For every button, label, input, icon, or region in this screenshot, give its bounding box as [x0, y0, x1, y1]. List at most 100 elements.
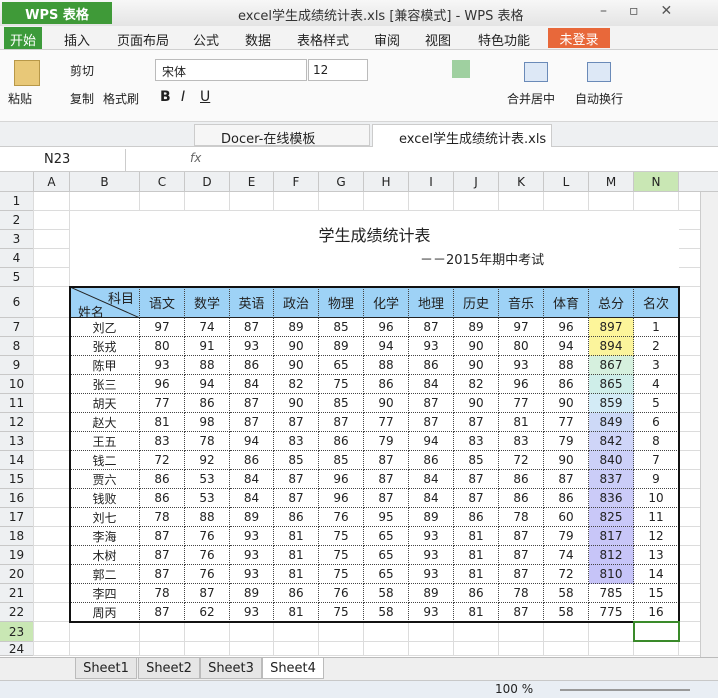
italic-button[interactable]: I	[181, 89, 186, 105]
underline-button[interactable]: U	[200, 89, 211, 105]
login-button[interactable]: 未登录	[548, 28, 610, 48]
column-header[interactable]: A	[34, 172, 70, 192]
column-header[interactable]: F	[274, 172, 319, 192]
menu-item[interactable]: 数据	[245, 34, 272, 49]
score-cell: 76	[185, 546, 230, 565]
score-cell: 817	[589, 527, 634, 546]
column-header[interactable]: K	[499, 172, 544, 192]
column-header[interactable]: J	[454, 172, 499, 192]
column-header[interactable]: I	[409, 172, 454, 192]
row-header[interactable]: 5	[0, 268, 34, 287]
app-button[interactable]: WPS 表格	[2, 2, 112, 24]
row-header[interactable]: 3	[0, 230, 34, 249]
row-header[interactable]: 14	[0, 451, 34, 470]
column-header-rest	[679, 172, 718, 192]
grid-line	[34, 210, 700, 211]
font-select[interactable]: 宋体	[155, 59, 307, 81]
student-name: 张戎	[70, 337, 140, 356]
merge-button[interactable]: 合并居中	[507, 92, 556, 106]
format-painter-button[interactable]: 格式刷	[103, 92, 140, 106]
copy-button[interactable]: 复制	[70, 92, 95, 106]
row-header[interactable]: 19	[0, 546, 34, 565]
window-controls[interactable]: –▫✕	[600, 3, 695, 19]
sheet-tab[interactable]: Sheet2	[138, 658, 200, 679]
align-center-icon[interactable]	[452, 60, 470, 78]
score-cell: 76	[185, 527, 230, 546]
score-cell: 81	[274, 565, 319, 584]
score-cell: 842	[589, 432, 634, 451]
row-header[interactable]: 18	[0, 527, 34, 546]
score-cell: 74	[544, 546, 589, 565]
vertical-scrollbar[interactable]	[700, 192, 718, 657]
column-header[interactable]: G	[319, 172, 364, 192]
row-header[interactable]: 2	[0, 211, 34, 230]
score-cell: 83	[499, 432, 544, 451]
score-cell: 93	[409, 527, 454, 546]
column-header[interactable]: D	[185, 172, 230, 192]
menu-item[interactable]: 公式	[193, 34, 220, 49]
row-header[interactable]: 15	[0, 470, 34, 489]
document-tab[interactable]: excel学生成绩统计表.xls	[372, 124, 552, 147]
font-size-select[interactable]: 12	[308, 59, 368, 81]
menu-item[interactable]: 审阅	[374, 34, 401, 49]
row-header[interactable]: 17	[0, 508, 34, 527]
column-header[interactable]: C	[140, 172, 185, 192]
column-header[interactable]: N	[634, 172, 679, 192]
menu-item[interactable]: 开始	[4, 27, 43, 49]
row-header[interactable]: 12	[0, 413, 34, 432]
sheet-tab[interactable]: Sheet1	[75, 658, 137, 679]
menu-item[interactable]: 页面布局	[117, 34, 170, 49]
row-header[interactable]: 22	[0, 603, 34, 622]
column-header[interactable]: H	[364, 172, 409, 192]
score-cell: 81	[499, 413, 544, 432]
row-header[interactable]: 23	[0, 622, 34, 642]
row-header[interactable]: 20	[0, 565, 34, 584]
score-cell: 96	[319, 489, 364, 508]
wrap-icon[interactable]	[587, 62, 611, 82]
row-header[interactable]: 13	[0, 432, 34, 451]
row-header[interactable]: 1	[0, 192, 34, 211]
row-header[interactable]: 6	[0, 287, 34, 318]
zoom-slider[interactable]	[560, 689, 690, 691]
row-header[interactable]: 10	[0, 375, 34, 394]
menu-item[interactable]: 特色功能	[478, 34, 531, 49]
menu-item[interactable]: 视图	[425, 34, 452, 49]
row-header[interactable]: 4	[0, 249, 34, 268]
row-header[interactable]: 16	[0, 489, 34, 508]
status-bar	[0, 680, 718, 698]
paste-icon[interactable]	[14, 60, 40, 86]
row-header[interactable]: 11	[0, 394, 34, 413]
row-header[interactable]: 8	[0, 337, 34, 356]
sheet-tab[interactable]: Sheet4	[262, 658, 324, 679]
column-header[interactable]: E	[230, 172, 274, 192]
bold-button[interactable]: B	[160, 89, 171, 105]
column-header[interactable]: B	[70, 172, 140, 192]
sheet-tab[interactable]: Sheet3	[200, 658, 262, 679]
header-cell: 音乐	[499, 287, 544, 318]
row-header[interactable]: 21	[0, 584, 34, 603]
score-cell: 87	[454, 489, 499, 508]
score-cell: 60	[544, 508, 589, 527]
merge-icon[interactable]	[524, 62, 548, 82]
sheet-title: 学生成绩统计表	[318, 226, 431, 245]
docer-tab[interactable]: Docer-在线模板	[194, 124, 370, 147]
row-header[interactable]: 24	[0, 642, 34, 656]
column-header[interactable]: L	[544, 172, 589, 192]
name-box[interactable]: N23	[0, 149, 126, 171]
fx-button[interactable]: fx	[190, 151, 202, 165]
formula-bar	[0, 148, 718, 172]
cut-button[interactable]: 剪切	[70, 64, 95, 78]
score-cell: 72	[140, 451, 185, 470]
column-header[interactable]: M	[589, 172, 634, 192]
paste-label[interactable]: 粘贴	[8, 92, 33, 106]
menu-item[interactable]: 表格样式	[297, 34, 350, 49]
menu-item[interactable]: 插入	[64, 34, 91, 49]
score-cell: 90	[454, 356, 499, 375]
row-header[interactable]: 7	[0, 318, 34, 337]
selected-cell[interactable]	[633, 621, 680, 642]
score-cell: 87	[140, 546, 185, 565]
wrap-button[interactable]: 自动换行	[575, 92, 624, 106]
row-header[interactable]: 9	[0, 356, 34, 375]
student-name: 刘乙	[70, 318, 140, 337]
